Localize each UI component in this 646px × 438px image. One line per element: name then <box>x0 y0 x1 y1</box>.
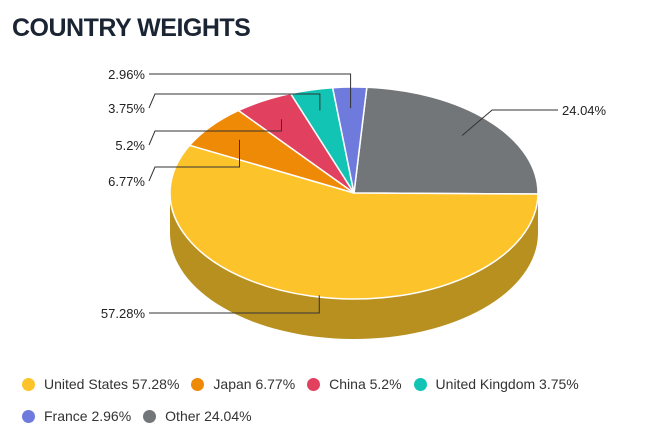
legend-label: United States 57.28% <box>44 374 179 394</box>
legend-label: Other 24.04% <box>165 406 251 426</box>
data-label-japan: 6.77% <box>108 174 145 189</box>
legend-item-united-kingdom[interactable]: United Kingdom 3.75% <box>414 374 579 394</box>
legend-label: Japan 6.77% <box>213 374 295 394</box>
legend-item-china[interactable]: China 5.2% <box>307 374 401 394</box>
data-label-china: 5.2% <box>115 138 145 153</box>
legend-swatch <box>191 378 204 391</box>
pie-chart: 24.04% 57.28% 6.77% 5.2% 3.75% 2.96% <box>0 0 646 360</box>
legend-item-france[interactable]: France 2.96% <box>22 406 131 426</box>
legend-row-2: France 2.96% Other 24.04% <box>22 406 632 426</box>
legend-label: France 2.96% <box>44 406 131 426</box>
data-label-united-kingdom: 3.75% <box>108 101 145 116</box>
pie-slice-other[interactable] <box>354 87 538 194</box>
legend-item-united-states[interactable]: United States 57.28% <box>22 374 179 394</box>
legend-swatch <box>414 378 427 391</box>
data-label-united-states: 57.28% <box>101 306 146 321</box>
legend-swatch <box>307 378 320 391</box>
legend-label: United Kingdom 3.75% <box>436 374 579 394</box>
legend-swatch <box>22 378 35 391</box>
legend: United States 57.28% Japan 6.77% China 5… <box>22 374 632 438</box>
data-label-france: 2.96% <box>108 67 145 82</box>
legend-item-japan[interactable]: Japan 6.77% <box>191 374 295 394</box>
legend-label: China 5.2% <box>329 374 401 394</box>
legend-item-other[interactable]: Other 24.04% <box>143 406 251 426</box>
legend-swatch <box>143 410 156 423</box>
legend-row-1: United States 57.28% Japan 6.77% China 5… <box>22 374 632 394</box>
data-label-other: 24.04% <box>562 103 607 118</box>
legend-swatch <box>22 410 35 423</box>
